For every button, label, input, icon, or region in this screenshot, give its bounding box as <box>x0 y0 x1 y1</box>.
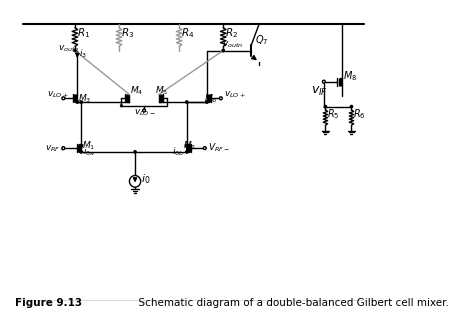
Text: $i_3$: $i_3$ <box>79 48 87 60</box>
Circle shape <box>186 101 188 103</box>
Text: $Q_7$: $Q_7$ <box>255 33 269 47</box>
Circle shape <box>76 101 79 103</box>
Text: $R_1$: $R_1$ <box>77 26 90 40</box>
Circle shape <box>186 151 188 153</box>
Text: $v_{IF}$: $v_{IF}$ <box>311 85 328 98</box>
Circle shape <box>219 97 222 100</box>
Text: $M_5$: $M_5$ <box>155 84 169 97</box>
Circle shape <box>80 101 82 103</box>
Circle shape <box>322 80 325 83</box>
Text: $M_6$: $M_6$ <box>204 93 217 105</box>
Text: $M_8$: $M_8$ <box>343 70 357 83</box>
Text: $R_6$: $R_6$ <box>353 107 366 121</box>
Text: $i_0$: $i_0$ <box>141 172 151 186</box>
Circle shape <box>203 147 206 150</box>
Circle shape <box>206 101 208 103</box>
Text: $v_{outn}$: $v_{outn}$ <box>222 40 243 50</box>
Text: $i_{0a}$: $i_{0a}$ <box>82 146 94 158</box>
Circle shape <box>80 151 82 153</box>
Text: $R_5$: $R_5$ <box>327 107 339 121</box>
Circle shape <box>222 49 224 52</box>
Text: $v_{LO-}$: $v_{LO-}$ <box>134 108 155 118</box>
Text: $V_{RF-}$: $V_{RF-}$ <box>208 142 229 154</box>
Circle shape <box>324 106 327 108</box>
Circle shape <box>62 147 65 150</box>
Text: $R_3$: $R_3$ <box>121 26 134 40</box>
Text: $M_3$: $M_3$ <box>78 93 91 105</box>
Text: $M_4$: $M_4$ <box>130 84 144 97</box>
Text: Schematic diagram of a double-balanced Gilbert cell mixer.: Schematic diagram of a double-balanced G… <box>132 298 448 308</box>
Circle shape <box>120 105 122 107</box>
Text: $M_2$: $M_2$ <box>183 140 196 152</box>
Text: $M_1$: $M_1$ <box>82 140 95 152</box>
Circle shape <box>134 151 136 153</box>
Circle shape <box>350 106 353 108</box>
Text: $R_2$: $R_2$ <box>225 26 238 40</box>
Text: $v_{LO+}$: $v_{LO+}$ <box>224 89 245 100</box>
Text: $v_{RF+}$: $v_{RF+}$ <box>45 144 66 154</box>
Text: $v_{outp}$: $v_{outp}$ <box>58 44 80 55</box>
Circle shape <box>129 176 141 187</box>
Circle shape <box>62 97 65 100</box>
Circle shape <box>143 109 146 112</box>
Text: $i_{0b}$: $i_{0b}$ <box>172 146 184 158</box>
Text: Figure 9.13: Figure 9.13 <box>15 298 82 308</box>
Text: $v_{LO+}$: $v_{LO+}$ <box>47 89 69 100</box>
Circle shape <box>74 49 76 52</box>
Text: $R_4$: $R_4$ <box>181 26 194 40</box>
